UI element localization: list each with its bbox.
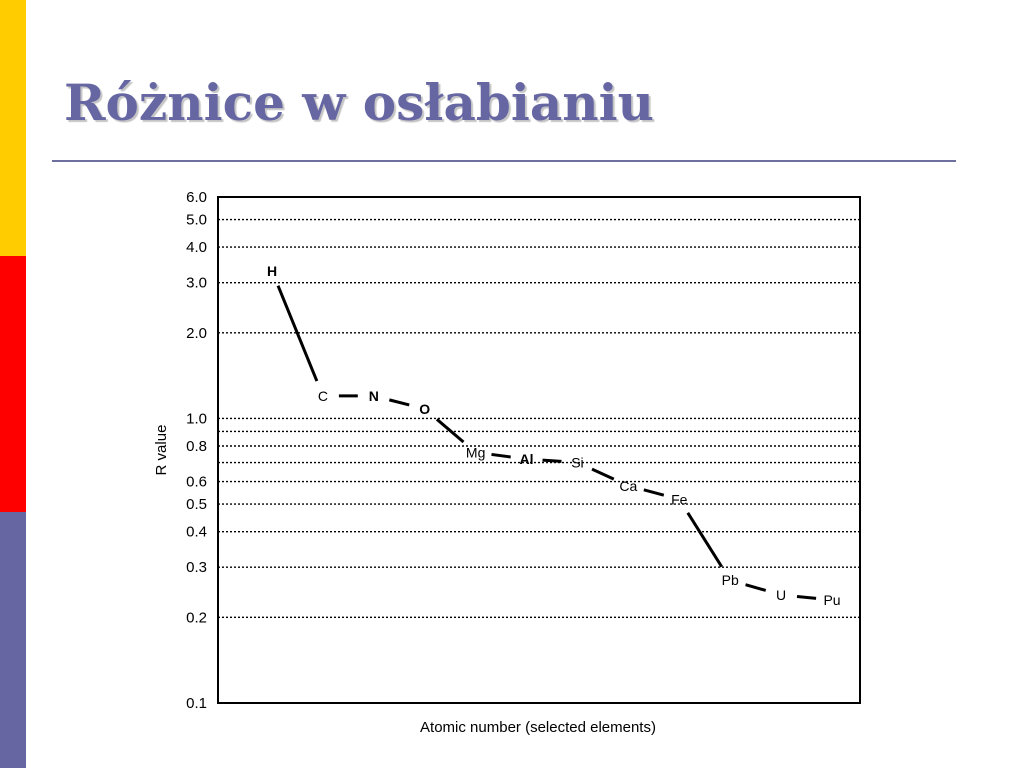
element-label-mg: Mg [466,444,485,460]
line-segment [686,511,723,568]
plot-frame [217,196,861,704]
line-segment [388,398,410,407]
line-segment [796,594,817,600]
element-labels: H C N O Mg Al Si Ca Fe Pb U Pu [267,263,841,608]
y-tick-label: 6.0 [186,189,207,206]
gridlines [218,218,860,619]
line-segment [276,285,319,382]
element-label-o: O [419,401,430,417]
title-underline [52,160,956,162]
line-segment [491,452,511,459]
line-segment [591,467,615,481]
y-tick-label: 0.6 [186,474,207,491]
x-axis-title: Atomic number (selected elements) [420,719,656,736]
y-tick-label: 5.0 [186,212,207,229]
element-label-u: U [776,587,786,603]
y-tick-label: 0.3 [186,559,207,576]
element-label-ca: Ca [619,478,637,494]
element-label-pb: Pb [722,572,739,588]
y-axis-title: R value [153,425,170,476]
element-label-h: H [267,263,277,279]
y-tick-label: 0.2 [186,609,207,626]
accent-stripe-blue [0,512,26,768]
line-segment [542,458,562,463]
y-tick-label: 1.0 [186,410,207,427]
element-label-fe: Fe [671,491,688,507]
accent-stripe-red [0,256,26,512]
y-tick-label: 4.0 [186,239,207,256]
y-tick-label: 0.8 [186,438,207,455]
element-label-al: Al [520,451,534,467]
y-tick-label: 2.0 [186,325,207,342]
y-tick-label: 0.5 [186,496,207,513]
element-label-c: C [318,388,328,404]
element-label-n: N [369,388,379,404]
y-tick-label: 3.0 [186,275,207,292]
element-label-si: Si [571,455,583,471]
line-segment [745,583,767,592]
slide-title: Różnice w osłabianiu [64,73,654,132]
accent-stripe-yellow [0,0,26,256]
line-segment [643,488,665,497]
y-tick-label: 0.1 [186,695,207,712]
line-segment [435,418,465,444]
data-line [276,285,817,600]
y-axis-ticks: 0.1 0.2 0.3 0.4 0.5 0.6 0.8 1.0 2.0 3.0 4.0 5.0 6.0 [186,189,207,712]
element-label-pu: Pu [823,592,840,608]
y-tick-label: 0.4 [186,524,207,541]
